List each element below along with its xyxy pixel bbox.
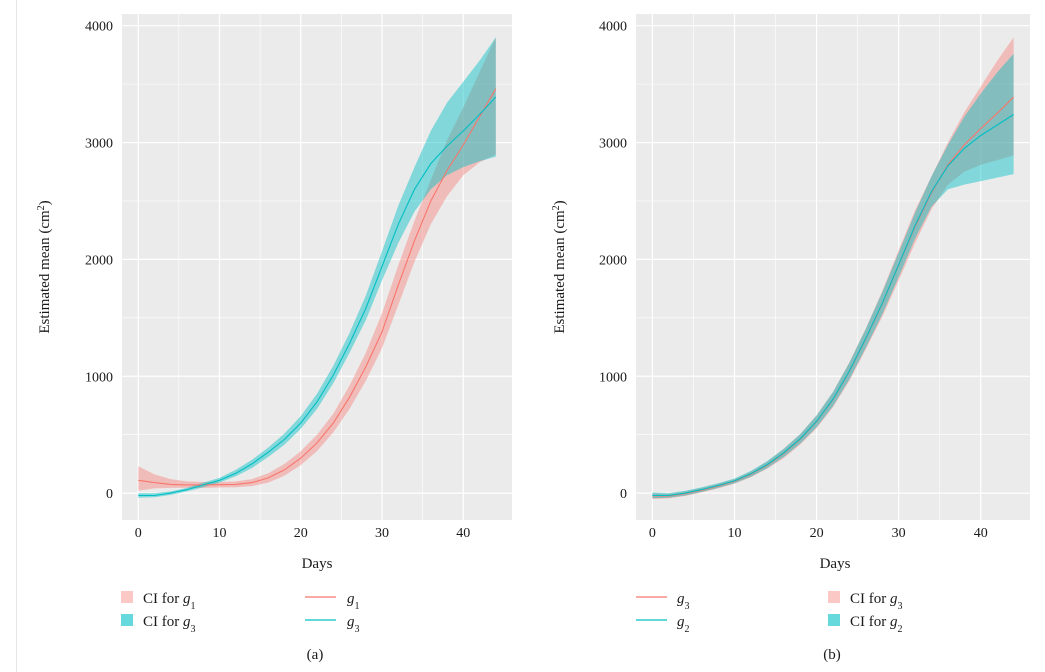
x-axis-label: Days: [302, 556, 333, 572]
series-lines: [138, 88, 497, 497]
y-tick-label: 3000: [85, 137, 113, 152]
x-tick-label: 20: [810, 526, 824, 541]
gridlines: [636, 14, 1030, 520]
y-tick-label: 0: [106, 487, 113, 502]
series-line-g2: [652, 114, 1014, 497]
legend-label-line-g1: g1: [347, 591, 360, 612]
y-tick-label: 1000: [599, 370, 627, 385]
legend-key-ci-g3: [121, 614, 133, 626]
series-lines: [652, 96, 1014, 497]
x-tick-label: 0: [135, 526, 142, 541]
panel-caption: (b): [823, 647, 841, 663]
ci-ribbons: [138, 37, 496, 498]
legend-key-ci-g3: [828, 591, 840, 603]
panel-caption: (a): [307, 647, 324, 663]
y-tick-labels: 0 1000 2000 3000 4000: [85, 20, 113, 502]
x-tick-label: 0: [649, 526, 656, 541]
gridlines: [122, 14, 512, 520]
x-tick-label: 40: [974, 526, 988, 541]
y-tick-label: 0: [620, 487, 627, 502]
y-axis-label: Estimated mean (cm2): [551, 200, 569, 333]
x-tick-label: 30: [375, 526, 389, 541]
legend-key-ci-g1: [121, 591, 133, 603]
x-tick-label: 30: [892, 526, 906, 541]
legend-label-ci-g3: CI for g3: [850, 591, 903, 612]
y-tick-label: 4000: [85, 20, 113, 35]
panel-a: 0 1000 2000 3000 4000 0 10 20 30 40 Days Estimat…: [36, 14, 512, 663]
y-tick-label: 2000: [599, 253, 627, 268]
x-tick-labels: 0 10 20 30 40: [649, 526, 988, 541]
y-axis-label: Estimated mean (cm2): [36, 200, 54, 333]
legend: CI for g1 CI for g3 g1 g3: [121, 591, 360, 635]
series-line-g3: [138, 96, 497, 497]
x-tick-labels: 0 10 20 30 40: [135, 526, 471, 541]
legend: g3 g2 CI for g3 CI for g2: [636, 591, 903, 635]
y-tick-label: 3000: [599, 137, 627, 152]
panel-b: 0 1000 2000 3000 4000 0 10 20 30 40 Days Estimat…: [551, 14, 1030, 663]
legend-label-line-g3: g3: [677, 591, 690, 612]
y-tick-labels: 0 1000 2000 3000 4000: [599, 20, 627, 502]
y-tick-label: 4000: [599, 20, 627, 35]
plot-background: [122, 14, 512, 520]
x-tick-label: 10: [728, 526, 742, 541]
legend-key-ci-g2: [828, 614, 840, 626]
ci-ribbons: [652, 37, 1014, 500]
legend-label-line-g2: g2: [677, 614, 690, 635]
plot-background: [636, 14, 1030, 520]
x-axis-label: Days: [820, 556, 851, 572]
ci-ribbon-g3: [652, 37, 1014, 500]
y-tick-label: 1000: [85, 370, 113, 385]
series-line-g1: [138, 88, 497, 486]
legend-label-ci-g1: CI for g1: [143, 591, 196, 612]
x-tick-label: 20: [294, 526, 308, 541]
y-tick-label: 2000: [85, 253, 113, 268]
ci-ribbon-g3: [138, 37, 496, 498]
x-tick-label: 10: [213, 526, 227, 541]
legend-label-ci-g2: CI for g2: [850, 614, 903, 635]
x-tick-label: 40: [456, 526, 470, 541]
legend-label-line-g3: g3: [347, 614, 360, 635]
legend-label-ci-g3: CI for g3: [143, 614, 196, 635]
